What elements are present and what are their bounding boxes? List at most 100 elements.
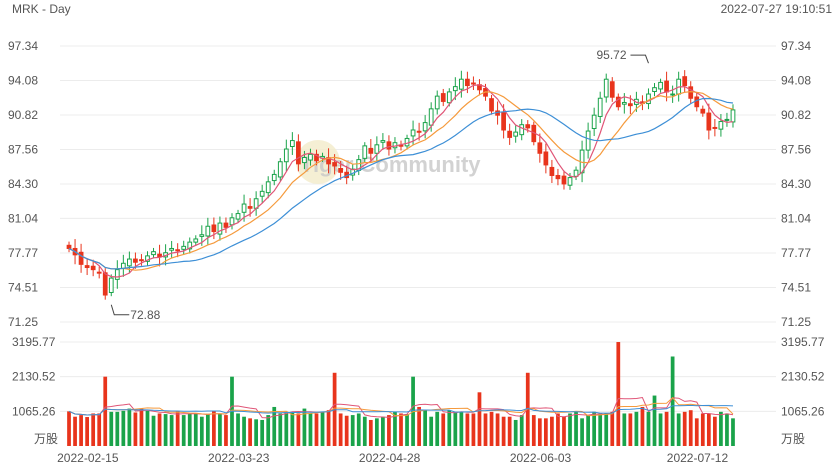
price-tick-label-right: 87.56 (781, 142, 811, 156)
date-tick-label: 2022-03-23 (208, 451, 270, 465)
volume-bar (350, 415, 355, 446)
candle-body (489, 98, 494, 112)
volume-bar (622, 413, 627, 446)
price-tick-label-right: 81.04 (781, 211, 811, 225)
volume-bar (193, 413, 198, 446)
volume-tick-label-left: 3195.77 (12, 335, 56, 349)
candle-body (712, 126, 718, 129)
volume-bar (254, 419, 259, 446)
volume-bar (260, 419, 265, 446)
volume-bar (374, 418, 379, 446)
chart-grid (60, 45, 776, 412)
volume-bar (199, 416, 204, 446)
price-tick-label-left: 74.51 (8, 281, 38, 295)
candle-body (700, 108, 706, 114)
volume-bar (314, 413, 319, 446)
candle-body (133, 258, 138, 263)
volume-bar (284, 411, 289, 446)
volume-bar (326, 410, 331, 446)
volume-bar (115, 411, 120, 446)
candle-body (181, 245, 187, 250)
candle-body (332, 162, 337, 167)
candle-body (440, 93, 446, 102)
candle-body (362, 145, 368, 159)
price-tick-label-right: 74.51 (781, 281, 811, 295)
volume-bar (706, 413, 711, 446)
ma-mid-line (68, 90, 734, 271)
volume-bar (387, 415, 391, 446)
volume-bar (139, 408, 144, 446)
volume-bar (242, 416, 246, 446)
volume-bar (640, 406, 645, 446)
timestamp-label: 2022-07-27 19:10:51 (720, 2, 832, 16)
candle-body (247, 206, 253, 209)
volume-bar (604, 413, 609, 446)
volume-bar (73, 416, 77, 446)
volume-bar (531, 415, 536, 446)
candle-body (724, 118, 730, 121)
candle-body (688, 86, 694, 99)
volume-bar (109, 411, 114, 446)
volume-axis: 3195.77 3195.77 2130.52 2130.52 1065.26 1065.… (12, 335, 825, 446)
volume-ma-short-line (68, 396, 734, 419)
volume-bar (320, 411, 325, 446)
candle-body (277, 161, 283, 178)
candle-body (585, 130, 591, 151)
volume-bar (447, 410, 452, 446)
price-tick-label-left: 97.34 (8, 39, 38, 53)
candle-body (621, 101, 627, 105)
volume-bar (453, 411, 458, 446)
candle-body (84, 265, 90, 269)
price-axis: 97.34 97.34 94.08 94.08 90.82 90.82 87.56 87.56… (8, 39, 811, 329)
volume-bar (368, 419, 373, 446)
price-tick-label-right: 94.08 (781, 73, 811, 87)
candle-body (422, 122, 428, 132)
price-tick-label-left: 71.25 (8, 315, 38, 329)
price-tick-label-left: 87.56 (8, 142, 38, 156)
candle-body (627, 103, 633, 107)
volume-bar (121, 410, 126, 446)
candle-body (416, 130, 422, 133)
candle-body (452, 86, 458, 92)
volume-bar (212, 411, 216, 446)
volume-bar (272, 406, 277, 446)
price-tick-label-left: 84.30 (8, 177, 38, 191)
candle-body (302, 157, 307, 164)
low-annotation-leader (110, 304, 130, 316)
volume-bar (664, 411, 669, 446)
candle-body (205, 225, 211, 237)
volume-bar (362, 416, 367, 446)
price-tick-label-left: 94.08 (8, 73, 38, 87)
volume-bar (580, 418, 584, 446)
volume-bar (543, 418, 548, 446)
volume-bar (568, 413, 572, 446)
volume-averages (68, 396, 734, 419)
candle-body (652, 87, 657, 92)
candle-body (241, 203, 247, 213)
volume-bar (525, 372, 530, 446)
candle-body (706, 112, 712, 131)
volume-bar (574, 411, 578, 446)
candle-body (114, 269, 120, 280)
candle-body (78, 251, 84, 265)
volume-bar (537, 418, 542, 446)
volume-bar (290, 411, 295, 446)
candle-body (458, 78, 464, 90)
candle-body (296, 141, 301, 165)
candle-body (265, 181, 271, 194)
candle-body (380, 140, 386, 143)
volume-bar (658, 413, 663, 446)
candle-body (525, 124, 531, 129)
volume-tick-label-left: 1065.26 (12, 404, 56, 418)
candle-body (193, 238, 199, 243)
candle-body (314, 153, 319, 162)
volume-bar (652, 395, 657, 446)
volume-bar (501, 416, 506, 446)
volume-bar (344, 415, 349, 446)
volume-bar (399, 413, 403, 446)
candle-body (573, 169, 579, 177)
candle-body (434, 95, 440, 110)
date-tick-label: 2022-02-15 (57, 451, 119, 465)
volume-bar (688, 410, 693, 446)
